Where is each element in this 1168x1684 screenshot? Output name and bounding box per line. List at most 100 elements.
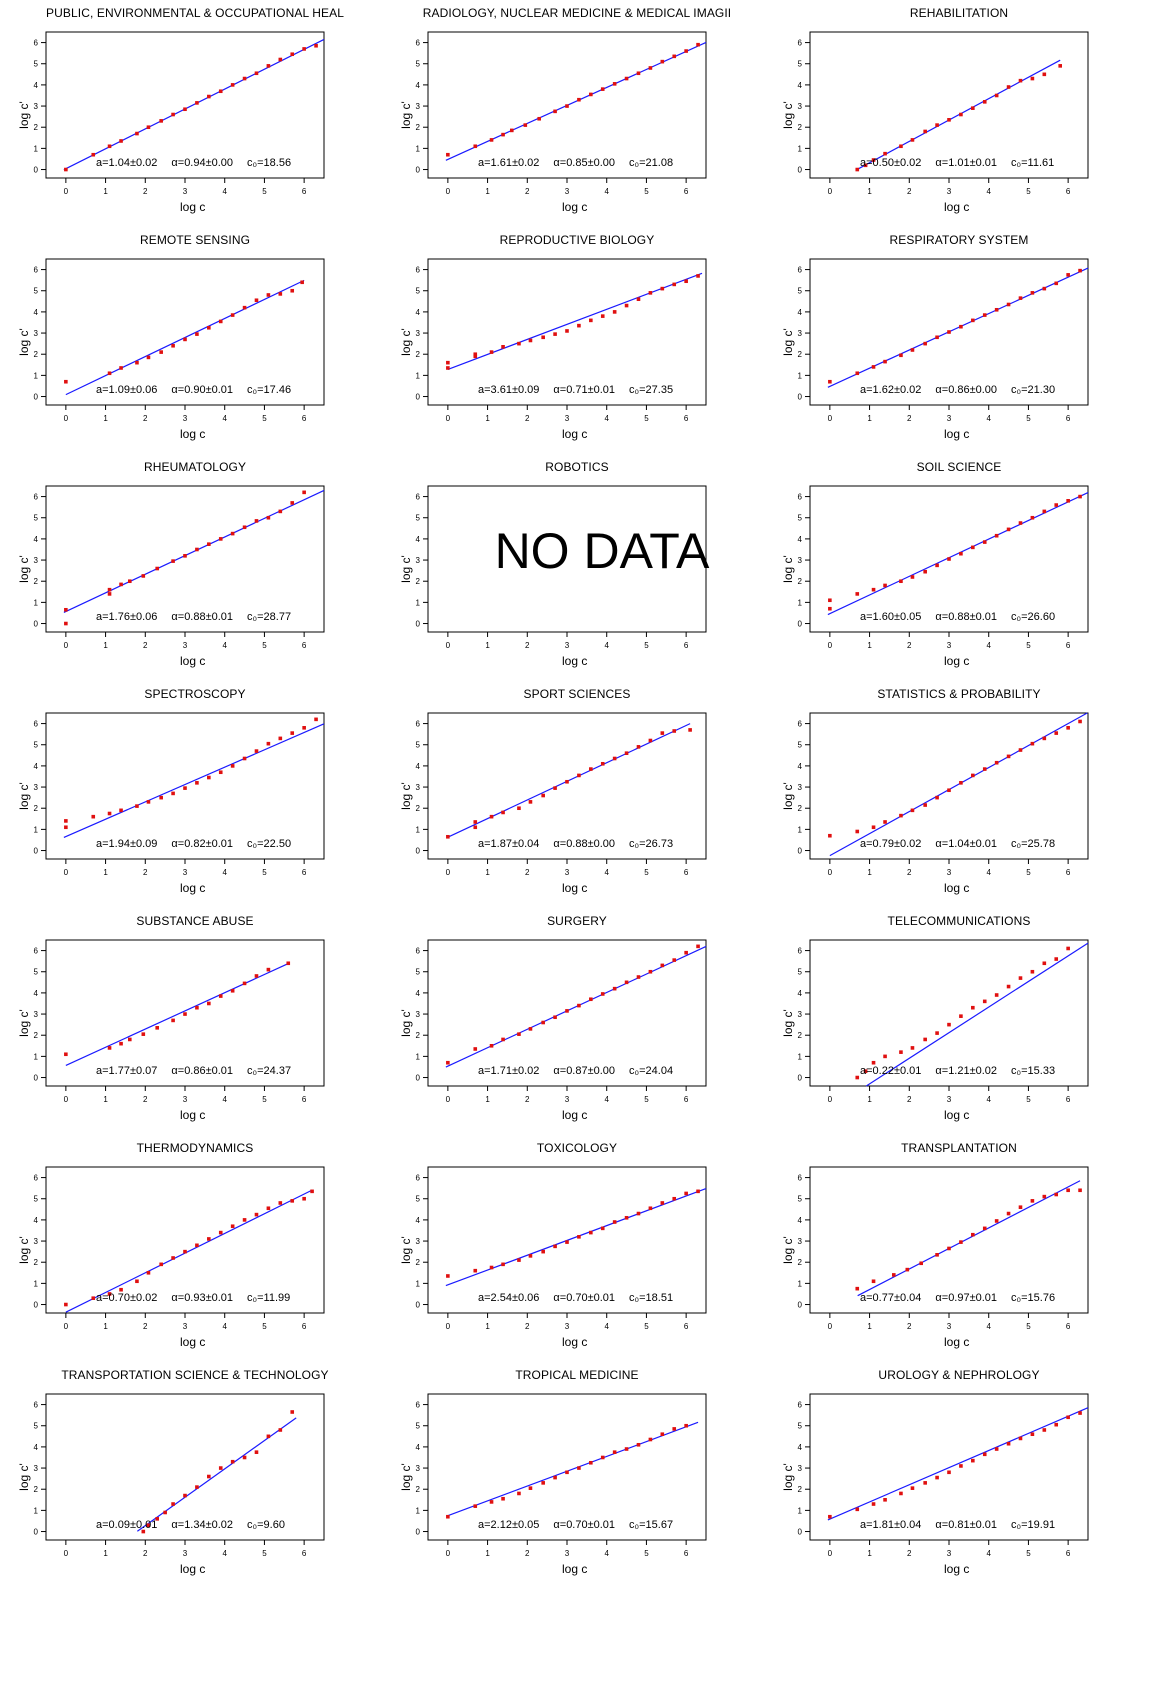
data-point — [935, 335, 939, 340]
data-point — [141, 1529, 146, 1534]
plot-area: 0 1 2 3 4 5 6 0 1 2 3 4 5 6 — [34, 31, 325, 196]
data-point — [871, 365, 876, 369]
x-tick-label: 0 — [828, 1322, 833, 1331]
x-tick-label: 2 — [907, 868, 912, 877]
data-point — [302, 726, 306, 730]
data-point — [254, 1212, 259, 1217]
x-tick-label: 5 — [262, 868, 267, 877]
data-point — [290, 52, 295, 57]
data-point — [141, 574, 146, 578]
y-tick-label: 0 — [34, 620, 39, 629]
data-point — [935, 795, 939, 800]
x-tick-label: 5 — [262, 1549, 267, 1558]
data-point — [959, 1014, 963, 1018]
data-point — [195, 1485, 199, 1489]
data-point — [541, 1249, 545, 1254]
x-tick-label: 4 — [604, 1095, 609, 1104]
chart-panel: TRANSPORTATION SCIENCE & TECHNOLOGY log c… — [0, 1362, 390, 1602]
data-point — [195, 101, 199, 105]
data-point — [302, 490, 306, 495]
data-point — [672, 1196, 677, 1201]
data-point — [207, 1237, 211, 1241]
data-point — [517, 341, 521, 346]
y-tick-label: 5 — [798, 968, 803, 977]
data-point — [883, 151, 887, 156]
y-tick-label: 2 — [798, 350, 803, 359]
x-tick-label: 1 — [485, 187, 490, 196]
fit-param-c0: c₀=17.46 — [247, 384, 292, 396]
data-point — [1006, 85, 1011, 89]
data-point — [183, 1012, 187, 1016]
y-tick-label: 4 — [34, 762, 39, 771]
chart-title: TROPICAL MEDICINE — [515, 1368, 639, 1382]
fit-param-c0: c₀=18.51 — [629, 1292, 674, 1304]
data-point — [278, 736, 283, 741]
data-point — [1066, 499, 1070, 503]
plot-area: 0 1 2 3 4 5 6 0 1 2 3 4 5 6 — [34, 1166, 325, 1331]
x-tick-label: 2 — [525, 641, 530, 650]
fit-annotation: a=0.77±0.04 α=0.97±0.01 c₀=15.76 — [860, 1292, 1055, 1304]
y-tick-label: 6 — [416, 39, 421, 48]
data-point — [1030, 741, 1035, 746]
data-point — [501, 1496, 505, 1501]
data-point — [672, 282, 677, 287]
x-tick-label: 0 — [446, 1322, 451, 1331]
x-tick-label: 3 — [565, 641, 570, 650]
x-tick-label: 5 — [644, 187, 649, 196]
data-point — [64, 607, 68, 612]
data-point — [119, 582, 123, 587]
plot-area: 0 1 2 3 4 5 6 0 1 2 3 4 5 6 — [34, 258, 325, 423]
x-axis-label: log c — [944, 200, 970, 214]
fit-line — [65, 1189, 313, 1313]
data-point — [195, 547, 199, 552]
x-tick-label: 2 — [525, 1322, 530, 1331]
y-tick-label: 5 — [798, 514, 803, 523]
data-point — [565, 1470, 569, 1475]
data-point — [1018, 1205, 1023, 1210]
y-tick-label: 4 — [34, 308, 39, 317]
data-point — [565, 329, 569, 333]
x-tick-label: 0 — [828, 1095, 833, 1104]
data-point — [899, 1050, 903, 1054]
data-point — [489, 814, 494, 819]
data-point — [855, 1075, 860, 1080]
data-point — [489, 1500, 494, 1504]
data-point — [612, 756, 617, 761]
x-tick-label: 4 — [604, 641, 609, 650]
chart-title: RADIOLOGY, NUCLEAR MEDICINE & MEDICAL IM… — [422, 6, 732, 20]
fit-line — [829, 712, 1088, 857]
x-tick-label: 4 — [604, 1322, 609, 1331]
x-tick-label: 3 — [947, 187, 952, 196]
data-point — [828, 598, 832, 603]
x-tick-label: 5 — [644, 1322, 649, 1331]
y-tick-label: 6 — [798, 493, 803, 502]
data-point — [473, 1504, 478, 1508]
data-point — [947, 330, 951, 334]
x-tick-label: 4 — [604, 1549, 609, 1558]
x-axis-label: log c — [944, 654, 970, 668]
fit-line — [447, 723, 691, 838]
y-tick-label: 2 — [34, 804, 39, 813]
y-tick-label: 3 — [798, 783, 803, 792]
chart-title: PUBLIC, ENVIRONMENTAL & OCCUPATIONAL HEA… — [46, 6, 344, 20]
x-axis-label: log c — [944, 427, 970, 441]
x-tick-label: 1 — [485, 868, 490, 877]
data-point — [696, 1189, 700, 1194]
data-point — [171, 1018, 175, 1023]
data-point — [871, 1060, 876, 1065]
y-tick-label: 1 — [416, 825, 421, 834]
data-point — [107, 592, 112, 596]
plot-area: 0 1 2 3 4 5 6 0 1 2 3 4 5 6 — [416, 1393, 707, 1558]
data-point — [1018, 1436, 1023, 1441]
x-tick-label: 1 — [867, 641, 872, 650]
x-tick-label: 1 — [867, 414, 872, 423]
data-point — [923, 803, 927, 807]
data-point — [1054, 281, 1059, 286]
data-point — [553, 1015, 557, 1020]
data-point — [278, 292, 283, 296]
data-point — [1030, 291, 1035, 295]
